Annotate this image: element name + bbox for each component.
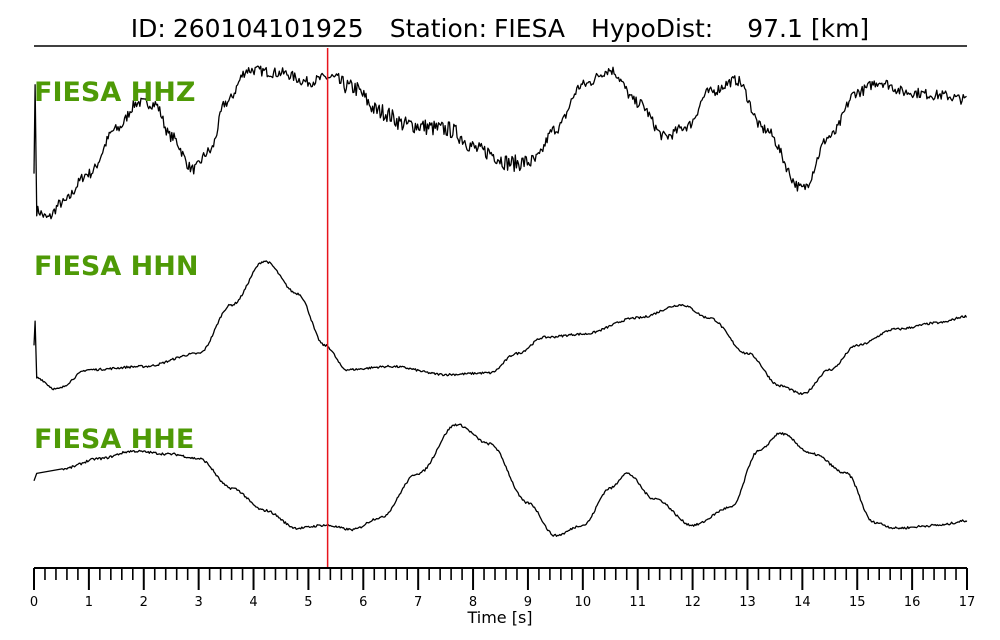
trace-hhe (33, 423, 968, 537)
trace-hhn (33, 260, 968, 396)
x-tick-label: 16 (904, 595, 921, 610)
id-label: ID: (131, 14, 166, 43)
station-value: FIESA (494, 14, 565, 43)
channel-label-hhn: FIESA HHN (34, 251, 198, 282)
x-tick-label: 11 (629, 595, 646, 610)
x-tick-label: 12 (684, 595, 701, 610)
x-tick-label: 5 (304, 595, 312, 610)
x-tick-label: 14 (794, 595, 811, 610)
traces-group (33, 65, 968, 537)
hypodist-label: HypoDist: (591, 14, 713, 43)
x-tick-label: 1 (85, 595, 93, 610)
time-axis-label: Time [s] (466, 608, 532, 627)
x-tick-label: 0 (30, 595, 38, 610)
x-tick-label: 4 (249, 595, 257, 610)
x-tick-label: 8 (469, 595, 477, 610)
trace-hhz (33, 65, 967, 220)
x-tick-label: 9 (524, 595, 532, 610)
channel-label-hhe: FIESA HHE (34, 424, 194, 455)
x-tick-label: 6 (359, 595, 367, 610)
x-tick-label: 2 (140, 595, 148, 610)
x-tick-label: 13 (739, 595, 756, 610)
channel-label-hhz: FIESA HHZ (34, 77, 195, 108)
x-tick-label: 10 (575, 595, 592, 610)
x-tick-label: 17 (959, 595, 976, 610)
x-tick-label: 15 (849, 595, 866, 610)
x-tick-label: 3 (195, 595, 203, 610)
id-value: 260104101925 (173, 14, 364, 43)
station-label: Station: (390, 14, 487, 43)
x-tick-label: 7 (414, 595, 422, 610)
time-axis: 0 1 2 3 4 5 6 7 8 9 10 11 12 13 14 15 16 17 (30, 567, 976, 610)
hypodist-value: 97.1 [km] (747, 14, 869, 43)
figure-title: ID: 260104101925 Station: FIESA HypoDist: 97.… (131, 14, 869, 43)
